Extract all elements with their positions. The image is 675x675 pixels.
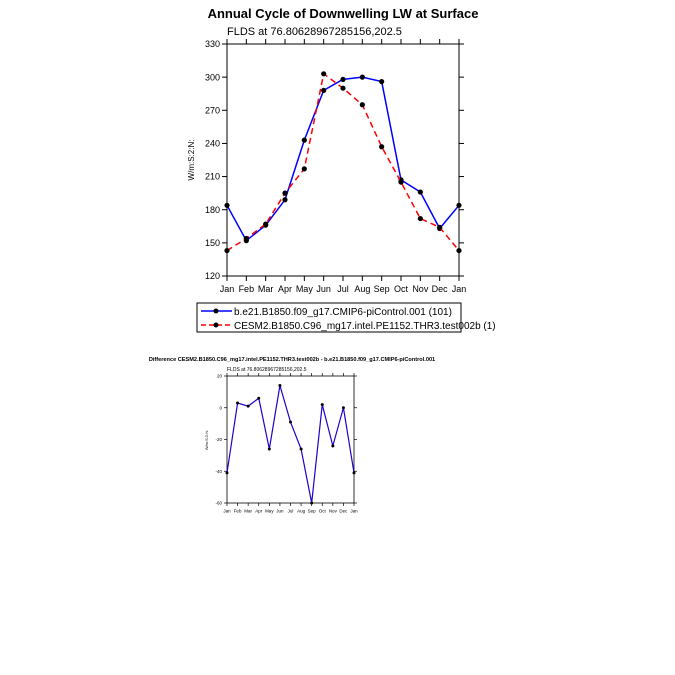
x-tick-label: Mar — [258, 284, 274, 294]
series-1-point — [352, 471, 356, 475]
y-tick-label: 210 — [205, 172, 220, 182]
series-1-point — [379, 78, 385, 85]
main-y-ticks: 120 150 180 210 240 270 300 330 — [205, 39, 464, 281]
series-1-point — [331, 444, 335, 448]
y-tick-label: 270 — [205, 105, 220, 115]
y-tick-label: -20 — [215, 437, 222, 442]
series-1-point — [224, 202, 230, 208]
main-chart: Annual Cycle of Downwelling LW at Surfac… — [187, 6, 478, 294]
series-2-point — [224, 247, 230, 254]
series-1-point — [340, 76, 346, 82]
legend-marker-series-1 — [213, 308, 219, 314]
series-1-point — [278, 384, 282, 388]
series-1-point — [341, 406, 345, 410]
y-tick-label: 240 — [205, 139, 220, 149]
y-tick-label: 150 — [205, 238, 220, 248]
difference-chart-ylabel: W/m:S:2:N: — [204, 430, 209, 450]
legend-marker-series-2 — [213, 322, 219, 328]
series-line-1 — [226, 385, 355, 504]
series-1-point — [267, 447, 271, 451]
series-1-point — [257, 396, 261, 400]
x-tick-label: Jun — [316, 284, 331, 294]
x-tick-label: Aug — [354, 284, 370, 294]
y-tick-label: 300 — [205, 72, 220, 82]
x-tick-label: Jul — [288, 509, 294, 514]
legend: b.e21.B1850.f09_g17.CMIP6-piControl.001 … — [196, 302, 496, 333]
x-tick-label: May — [296, 284, 314, 294]
y-tick-label: -40 — [215, 469, 222, 474]
x-tick-label: Apr — [278, 284, 292, 294]
series-1-point — [417, 189, 423, 195]
x-tick-label: Oct — [319, 509, 327, 514]
series-1-point — [299, 447, 303, 451]
series-2-point — [437, 224, 443, 230]
main-x-ticks: Jan Feb Mar Apr May Jun Jul Aug Sep Oct Nov Dec Jan — [220, 39, 467, 294]
series-1-point — [289, 420, 292, 424]
y-tick-label: 20 — [217, 374, 223, 379]
series-2-point — [243, 235, 249, 242]
y-tick-label: 120 — [205, 271, 220, 281]
series-1-point — [225, 471, 229, 475]
series-1-point — [321, 87, 327, 93]
series-line-2 — [226, 72, 460, 252]
x-tick-label: Nov — [329, 509, 338, 514]
y-tick-label: 0 — [219, 405, 222, 410]
legend-label-series-1: b.e21.B1850.f09_g17.CMIP6-piControl.001 … — [234, 307, 452, 318]
x-tick-label: Nov — [412, 284, 429, 294]
legend-box — [196, 302, 462, 333]
x-tick-label: Sep — [308, 509, 317, 514]
series-2-point — [340, 85, 346, 91]
series-2-point — [417, 215, 423, 222]
main-series-layer — [224, 71, 462, 254]
series-line-1 — [226, 76, 460, 242]
x-tick-label: Apr — [255, 509, 263, 514]
series-2-point — [456, 247, 462, 254]
x-tick-label: Feb — [234, 509, 242, 514]
series-2-point — [359, 102, 365, 108]
series-2-point — [321, 71, 327, 77]
x-tick-label: Jan — [452, 284, 467, 294]
x-tick-label: Jan — [350, 509, 358, 514]
x-tick-label: May — [265, 509, 274, 514]
x-tick-label: Feb — [239, 284, 255, 294]
main-chart-ylabel: W/m:S:2:N: — [187, 140, 196, 181]
main-chart-title: Annual Cycle of Downwelling LW at Surfac… — [208, 6, 479, 21]
series-1-point — [320, 403, 324, 407]
x-tick-label: Jul — [337, 284, 349, 294]
x-tick-label: Jun — [276, 509, 284, 514]
legend-label-series-2: CESM2.B1850.C96_mg17.intel.PE1152.THR3.t… — [234, 321, 496, 332]
difference-series-layer — [225, 384, 356, 505]
x-tick-label: Dec — [432, 284, 449, 294]
difference-chart: Difference CESM2.B1850.C96_mg17.intel.PE… — [149, 357, 435, 514]
x-tick-label: Oct — [394, 284, 409, 294]
y-tick-label: 180 — [205, 205, 220, 215]
series-2-point — [301, 166, 307, 172]
x-tick-label: Sep — [374, 284, 390, 294]
difference-x-ticks: Jan Feb Mar Apr May Jun Jul Aug Sep Oct Nov Dec Jan — [223, 373, 358, 514]
series-1-point — [236, 401, 240, 405]
y-tick-label: -60 — [215, 501, 222, 506]
x-tick-label: Dec — [339, 509, 348, 514]
y-tick-label: 330 — [205, 39, 220, 49]
difference-chart-subtitle: FLDS at 76.80628967285156,202.5 — [227, 367, 307, 373]
series-1-point — [301, 137, 307, 143]
x-tick-label: Jan — [220, 284, 235, 294]
series-1-point — [310, 501, 314, 505]
main-chart-subtitle: FLDS at 76.80628967285156,202.5 — [227, 26, 402, 38]
series-1-point — [246, 404, 250, 408]
series-1-point — [282, 197, 288, 203]
series-1-point — [456, 202, 462, 208]
x-tick-label: Aug — [297, 509, 306, 514]
series-1-point — [359, 74, 365, 80]
series-2-point — [263, 221, 269, 227]
series-2-point — [398, 179, 404, 185]
x-tick-label: Jan — [223, 509, 231, 514]
difference-y-ticks: -60 -40 -20 0 20 — [215, 374, 357, 506]
x-tick-label: Mar — [244, 509, 252, 514]
difference-chart-title: Difference CESM2.B1850.C96_mg17.intel.PE… — [149, 357, 435, 363]
series-2-point — [379, 144, 385, 150]
series-2-point — [282, 190, 288, 196]
